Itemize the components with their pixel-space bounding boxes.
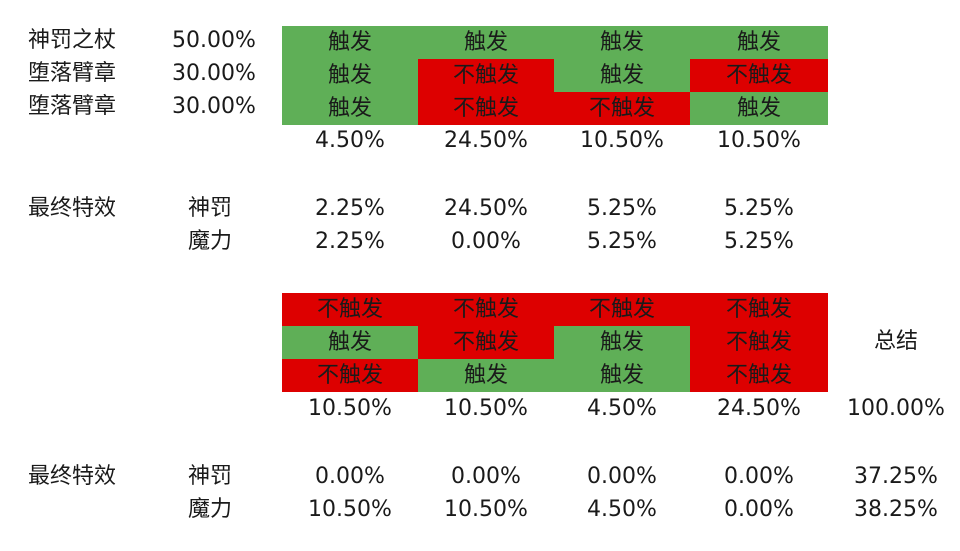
final1-value: 0.00% [451,229,521,254]
grid2-cell: 不触发 [282,293,418,326]
grid2-cell: 不触发 [554,293,690,326]
final1-value: 2.25% [315,229,385,254]
grid1-cell: 触发 [282,26,418,59]
grid2-cell: 不触发 [418,326,554,359]
summary-label: 总结 [873,329,918,354]
final1-value: 2.25% [315,196,385,221]
final2-value: 10.50% [444,497,528,522]
item-name-3: 堕落臂章 [28,94,117,119]
grid2-cell: 不触发 [690,359,828,392]
item-prob-3: 30.00% [172,94,256,119]
grid2-cell: 不触发 [282,359,418,392]
final2-value: 0.00% [451,464,521,489]
grid2-prob: 24.50% [717,396,801,421]
final2-value: 0.00% [724,497,794,522]
grid2-prob: 10.50% [444,396,528,421]
grid2-cell: 触发 [282,326,418,359]
final2-value: 4.50% [587,497,657,522]
final1-value: 24.50% [444,196,528,221]
grid1-cell: 不触发 [690,59,828,92]
grid2-cell: 触发 [418,359,554,392]
final2-value: 10.50% [308,497,392,522]
item-prob-1: 50.00% [172,28,256,53]
grid2-prob: 4.50% [587,396,657,421]
summary-total: 100.00% [847,396,945,421]
final1-value: 5.25% [724,196,794,221]
item-name-1: 神罚之杖 [28,28,117,53]
grid2-prob: 10.50% [308,396,392,421]
final2-row-name: 魔力 [188,497,233,522]
grid1-cell: 不触发 [418,59,554,92]
grid1-cell: 触发 [690,92,828,125]
grid2-cell: 触发 [554,326,690,359]
item-prob-2: 30.00% [172,61,256,86]
grid1-cell: 触发 [554,59,690,92]
final2-row-name: 神罚 [188,464,233,489]
final1-value: 5.25% [587,196,657,221]
grid1-cell: 触发 [282,92,418,125]
grid2-cell: 不触发 [690,326,828,359]
grid1-prob: 10.50% [580,128,664,153]
grid1-cell: 不触发 [554,92,690,125]
grid1-cell: 不触发 [418,92,554,125]
final1-row-name: 神罚 [188,196,233,221]
final2-value: 0.00% [587,464,657,489]
final1-value: 5.25% [724,229,794,254]
final1-value: 5.25% [587,229,657,254]
grid1-prob: 10.50% [717,128,801,153]
grid1-cell: 触发 [418,26,554,59]
final1-row-name: 魔力 [188,229,233,254]
final-effect-label-2: 最终特效 [28,464,117,489]
summary-shenfa: 37.25% [854,464,938,489]
grid2-cell: 触发 [554,359,690,392]
grid1-cell: 触发 [690,26,828,59]
summary-moli: 38.25% [854,497,938,522]
final-effect-label-1: 最终特效 [28,196,117,221]
grid2-cell: 不触发 [690,293,828,326]
grid1-prob: 4.50% [315,128,385,153]
grid1-cell: 触发 [554,26,690,59]
grid2-cell: 不触发 [418,293,554,326]
item-name-2: 堕落臂章 [28,61,117,86]
final2-value: 0.00% [315,464,385,489]
final2-value: 0.00% [724,464,794,489]
grid1-cell: 触发 [282,59,418,92]
grid1-prob: 24.50% [444,128,528,153]
